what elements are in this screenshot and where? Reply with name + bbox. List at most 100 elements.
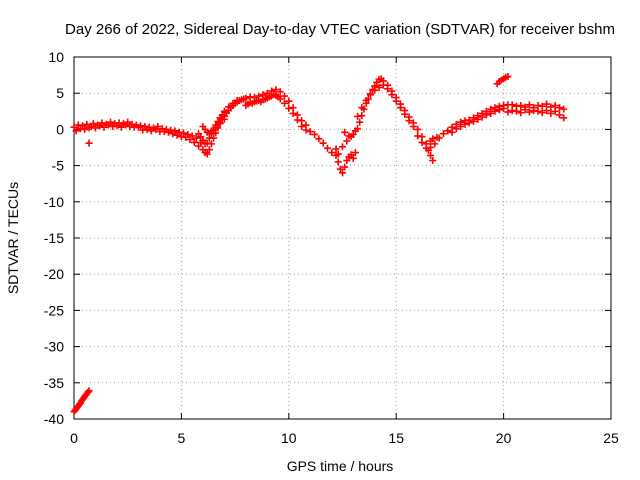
data-point <box>276 95 284 103</box>
data-point <box>351 149 359 157</box>
data-point <box>431 140 439 148</box>
data-point <box>229 99 237 107</box>
data-point <box>375 83 383 91</box>
data-point <box>439 130 447 138</box>
chart-title: Day 266 of 2022, Sidereal Day-to-day VTE… <box>65 21 615 38</box>
data-point <box>366 91 374 99</box>
data-point <box>117 123 125 131</box>
data-point <box>465 119 473 127</box>
data-point <box>298 123 306 131</box>
y-tick-labels: 10 5 0 -5 -10 -15 -20 -25 -30 -35 -40 <box>44 49 64 427</box>
y-axis-label: SDTVAR / TECUs <box>5 182 21 294</box>
data-point <box>192 134 200 142</box>
data-point <box>470 117 478 125</box>
data-point <box>517 102 525 110</box>
data-point <box>225 103 233 111</box>
data-point <box>418 138 426 146</box>
data-point <box>487 109 495 117</box>
data-point <box>478 113 486 121</box>
x-tick-labels: 0 5 10 15 20 25 <box>70 430 619 446</box>
data-point <box>448 128 456 136</box>
data-point <box>197 133 205 141</box>
data-point <box>302 126 310 134</box>
data-point <box>180 129 188 137</box>
data-point <box>341 128 349 136</box>
data-point <box>212 123 220 131</box>
data-point <box>343 157 351 165</box>
data-point <box>250 94 258 102</box>
data-point <box>216 119 224 127</box>
data-point <box>429 157 437 165</box>
data-point <box>319 139 327 147</box>
data-point <box>311 130 319 138</box>
data-point <box>190 138 198 146</box>
y-tick-label: -35 <box>44 375 64 391</box>
y-tick-label: -5 <box>52 158 65 174</box>
data-point <box>354 112 362 120</box>
data-point <box>285 104 293 112</box>
data-point <box>356 118 364 126</box>
data-point <box>409 123 417 131</box>
data-point <box>427 151 435 159</box>
data-point <box>220 107 228 115</box>
data-point <box>435 134 443 142</box>
data-point <box>543 107 551 115</box>
data-point <box>560 114 568 122</box>
data-point <box>349 154 357 162</box>
x-tick-label: 20 <box>496 430 512 446</box>
data-point <box>347 151 355 159</box>
data-point <box>81 125 89 133</box>
data-point <box>184 130 192 138</box>
data-point <box>500 104 508 112</box>
data-point <box>70 123 78 131</box>
data-point <box>79 122 87 130</box>
data-point <box>343 137 351 145</box>
data-point <box>396 104 404 112</box>
x-tick-label: 10 <box>281 430 297 446</box>
data-point <box>341 163 349 171</box>
data-point <box>293 116 301 124</box>
data-point <box>362 96 370 104</box>
data-point <box>334 158 342 166</box>
data-point <box>452 125 460 133</box>
data-point <box>339 169 346 177</box>
x-tick-label: 25 <box>603 430 619 446</box>
data-point <box>323 144 331 152</box>
y-tick-label: -40 <box>44 411 64 427</box>
data-point <box>199 136 207 144</box>
data-point <box>339 143 346 151</box>
data-point <box>242 94 250 102</box>
data-point <box>405 117 413 125</box>
data-point <box>85 387 93 395</box>
data-point <box>401 110 409 118</box>
y-tick-label: 5 <box>56 85 64 101</box>
data-point <box>474 115 482 123</box>
data-point <box>384 85 392 93</box>
data-point <box>207 127 215 135</box>
data-point <box>263 89 271 97</box>
data-point <box>203 150 211 158</box>
y-tick-label: -25 <box>44 302 64 318</box>
data-point <box>457 123 465 131</box>
data-point <box>555 104 563 112</box>
data-point <box>98 119 106 127</box>
data-point <box>525 101 533 109</box>
y-tick-label: 10 <box>48 49 64 65</box>
data-point <box>154 123 162 131</box>
data-point <box>276 88 284 96</box>
data-point <box>72 127 80 135</box>
data-point <box>107 118 115 126</box>
data-point <box>547 109 555 117</box>
y-tick-label: 0 <box>56 121 64 137</box>
data-point <box>315 135 323 143</box>
data-point <box>392 97 400 105</box>
data-point <box>495 106 503 114</box>
grid-lines <box>74 57 611 419</box>
data-point <box>336 165 344 173</box>
data-point <box>551 107 559 115</box>
data-point <box>555 111 563 119</box>
data-point <box>306 128 314 136</box>
data-point <box>334 150 342 158</box>
